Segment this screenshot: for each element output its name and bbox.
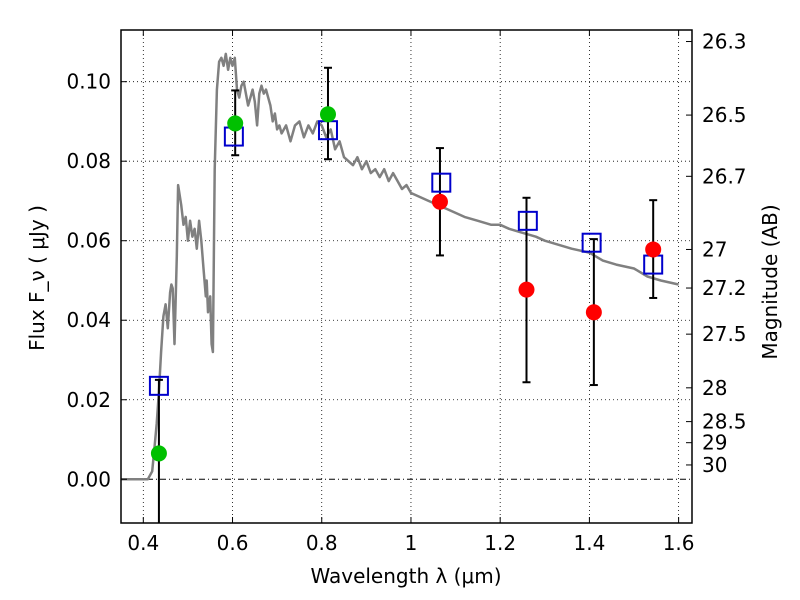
y2-tick-label: 28.5 [702,410,747,434]
x-tick-label: 1.2 [484,531,516,555]
data-point [585,304,602,321]
x-tick-label: 1.6 [663,531,695,555]
y2-tick-label: 27 [702,237,727,261]
y-tick-label: 0.06 [66,229,111,253]
data-point [319,106,336,123]
data-point [227,115,244,132]
y2-tick-label: 27.5 [702,322,747,346]
x-axis-label: Wavelength λ (μm) [310,564,501,588]
plot-frame [120,29,693,524]
data-point [431,193,448,210]
data-point [150,445,167,462]
y-axis-label: Flux F_ν ( μJy ) [25,205,49,351]
model-box [148,375,169,396]
y-tick-label: 0.08 [66,149,111,173]
x-tick-label: 0.6 [217,531,249,555]
y-tick-label: 0.04 [66,308,111,332]
data-point [645,241,662,258]
y2-tick-label: 26.5 [702,103,747,127]
plot-area [121,30,692,523]
x-tick-label: 1.4 [573,531,605,555]
y2-tick-label: 27.2 [702,276,747,300]
model-box [431,172,452,193]
model-box [581,232,602,253]
model-box [517,210,538,231]
y-tick-label: 0.02 [66,388,111,412]
x-axis: 0.4 0.6 0.8 1 1.2 1.4 1.6 [127,30,695,555]
x-tick-label: 0.4 [127,531,159,555]
y2-tick-label: 26.3 [702,30,747,54]
data-point [518,281,535,298]
y-tick-label: 0.10 [66,70,111,94]
y2-axis-label: Magnitude (AB) [758,204,782,359]
y2-tick-label: 28 [702,376,727,400]
x-tick-label: 0.8 [306,531,338,555]
y2-tick-label: 30 [702,453,727,477]
y2-tick-label: 26.7 [702,164,747,188]
y-tick-label: 0.00 [66,467,111,491]
y-axis: 0.00 0.02 0.04 0.06 0.08 0.10 [66,70,127,491]
x-tick-label: 1 [405,531,418,555]
y2-tick-label: 29 [702,431,727,455]
point-layer [150,106,662,462]
